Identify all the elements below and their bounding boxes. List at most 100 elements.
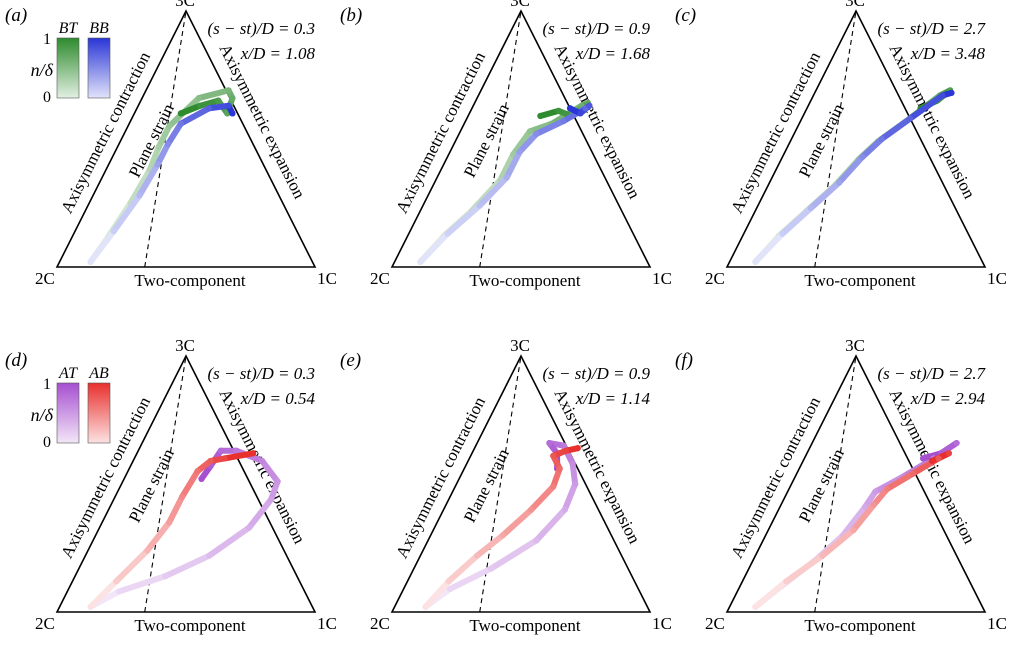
data-point	[878, 135, 885, 143]
axisymmetric-expansion-label: Axisymmetric expansion	[550, 386, 644, 547]
plane-strain-line	[814, 355, 857, 613]
vertex-3c-label: 3C	[510, 336, 530, 355]
data-point	[752, 603, 759, 610]
annotation-s-st: (s − st)/D = 0.3	[208, 364, 315, 383]
data-point	[446, 585, 454, 593]
vertex-3c-label: 3C	[175, 336, 195, 355]
plane-strain-line	[144, 355, 187, 613]
series-segment	[779, 205, 814, 237]
data-point	[233, 447, 240, 454]
triangle-outline	[725, 354, 987, 613]
data-point	[249, 450, 257, 457]
annotation-x-d: x/D = 1.08	[240, 44, 316, 63]
vertex-2c-label: 2C	[705, 269, 725, 288]
two-component-label: Two-component	[134, 271, 245, 290]
series-ab	[752, 450, 952, 610]
data-point	[516, 148, 523, 155]
annotation-x-d: x/D = 0.54	[240, 389, 316, 408]
series-segment	[476, 174, 510, 209]
data-point	[198, 475, 205, 482]
series-segment	[246, 496, 275, 531]
series-segment	[162, 552, 213, 580]
series-segment	[488, 537, 540, 572]
data-point	[939, 92, 946, 99]
legend-label-bb: BB	[89, 20, 109, 37]
data-point	[836, 179, 843, 186]
data-point	[537, 112, 544, 120]
data-point	[87, 603, 94, 610]
series-segment	[206, 524, 253, 559]
axisymmetric-contraction-label: Axisymmetric contraction	[727, 393, 824, 561]
data-point	[115, 588, 123, 595]
two-component-label: Two-component	[804, 616, 915, 635]
panel-label: (c)	[675, 5, 696, 26]
series-segment	[110, 192, 143, 235]
series-segment	[422, 578, 452, 610]
panel-label: (f)	[675, 350, 693, 371]
data-point	[572, 480, 579, 488]
series-segment	[474, 532, 506, 559]
data-point	[861, 503, 869, 511]
series-segment	[179, 468, 201, 500]
data-point	[417, 258, 424, 265]
plane-strain-line	[479, 355, 522, 613]
data-point	[528, 506, 535, 513]
data-point	[859, 153, 866, 161]
data-point	[217, 447, 224, 454]
series-segment	[752, 230, 786, 265]
series-segment	[197, 97, 222, 109]
data-point	[162, 573, 169, 580]
data-point	[526, 128, 534, 135]
series-segment	[561, 481, 579, 513]
data-point	[883, 486, 891, 493]
legend-label-bt: BT	[59, 20, 79, 37]
colorbar-max-label: 1	[43, 31, 51, 48]
data-point	[166, 519, 173, 526]
data-point	[577, 110, 584, 117]
data-point	[569, 460, 576, 467]
data-point	[229, 110, 236, 117]
series-segment	[127, 166, 153, 206]
triangle-outline	[390, 354, 652, 613]
data-point	[560, 117, 567, 125]
data-point	[197, 102, 204, 109]
data-point	[155, 143, 163, 150]
data-point	[221, 455, 228, 462]
series-segment	[510, 128, 534, 158]
plane-strain-label: Plane strain	[460, 445, 513, 525]
annotation-s-st: (s − st)/D = 2.7	[878, 19, 987, 38]
data-point	[953, 439, 960, 447]
panel-label: (d)	[5, 350, 27, 371]
vertex-3c-label: 3C	[175, 0, 195, 10]
data-point	[154, 161, 161, 168]
vertex-2c-label: 2C	[370, 614, 390, 633]
data-point	[550, 483, 557, 490]
data-point	[560, 442, 567, 449]
data-point	[87, 258, 94, 265]
data-point	[179, 493, 186, 500]
series-segment	[417, 230, 451, 265]
data-point	[533, 537, 540, 544]
series-segment	[528, 483, 557, 513]
data-point	[586, 102, 593, 109]
series-segment	[144, 519, 173, 554]
data-point	[110, 228, 117, 235]
series-segment	[533, 506, 568, 544]
annotation-s-st: (s − st)/D = 0.9	[543, 19, 651, 38]
series-segment	[819, 527, 857, 559]
data-point	[752, 258, 759, 265]
series-segment	[850, 501, 878, 534]
data-point	[872, 488, 879, 495]
series-segment	[783, 552, 826, 585]
annotation-x-d: x/D = 3.48	[910, 44, 986, 63]
data-point	[488, 565, 495, 572]
colorbar-axis-label: n/δ	[31, 60, 54, 80]
data-point	[945, 450, 952, 457]
two-component-label: Two-component	[469, 271, 580, 290]
colorbar-at	[56, 382, 80, 444]
vertex-1c-label: 1C	[987, 614, 1007, 633]
panel-b: 3C 2C 1C Two-component Axisymmetric contract…	[340, 0, 672, 290]
series-segment	[807, 179, 843, 212]
